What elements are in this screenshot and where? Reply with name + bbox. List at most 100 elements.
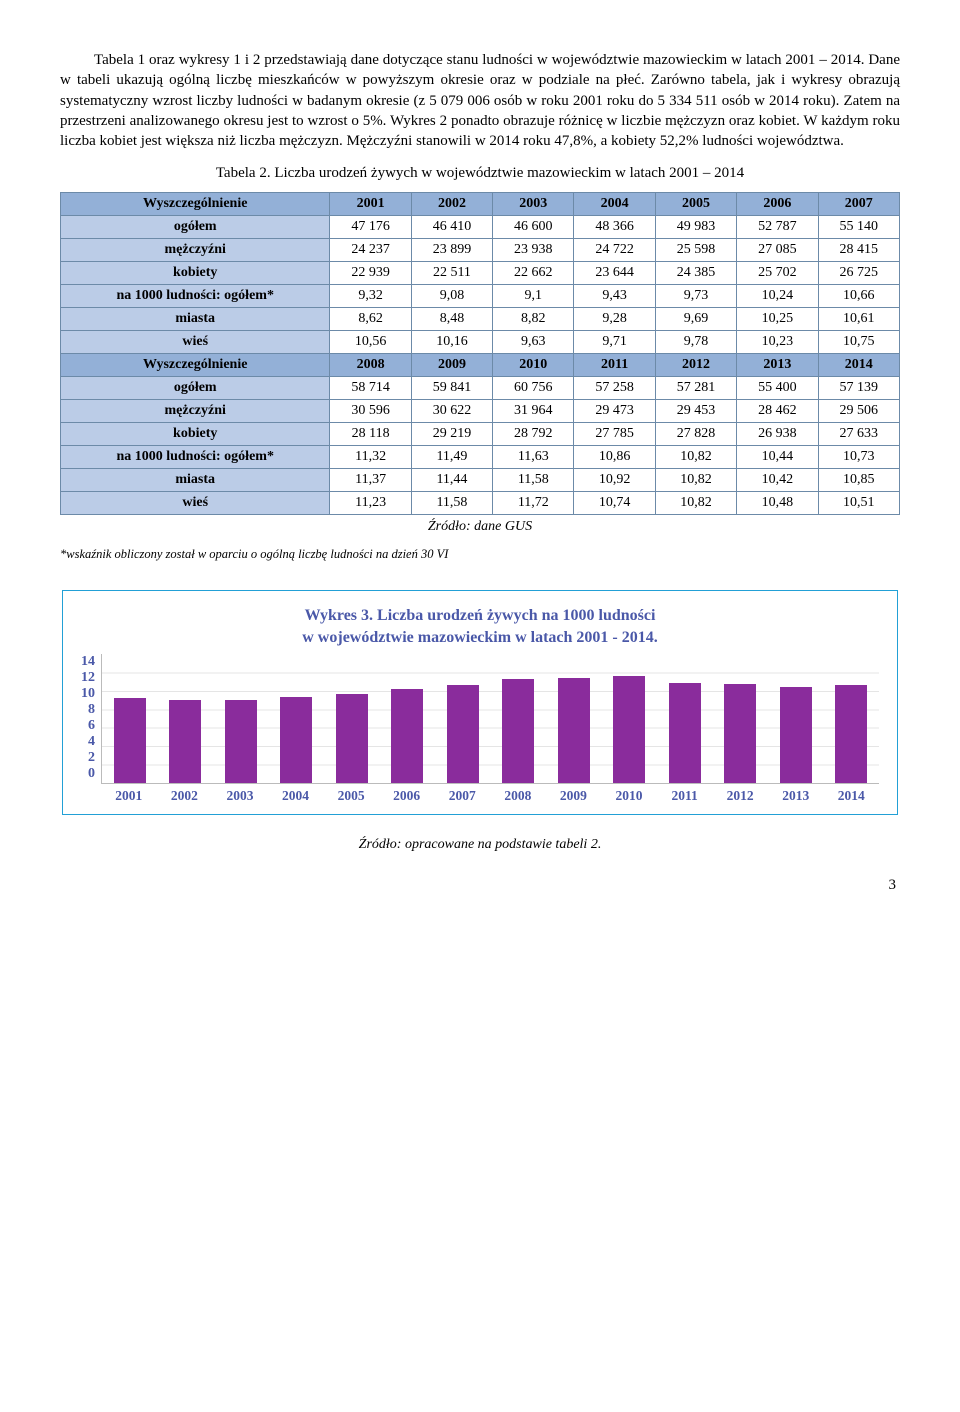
table-cell: 24 385 bbox=[655, 262, 736, 285]
table-cell: 22 662 bbox=[493, 262, 574, 285]
table-cell: 29 506 bbox=[818, 400, 899, 423]
table-cell: 10,25 bbox=[737, 308, 818, 331]
table-cell: 10,66 bbox=[818, 285, 899, 308]
table-cell: 26 725 bbox=[818, 262, 899, 285]
row-header: kobiety bbox=[61, 262, 330, 285]
table-cell: 22 939 bbox=[330, 262, 411, 285]
table-cell: 10,51 bbox=[818, 492, 899, 515]
row-header: miasta bbox=[61, 308, 330, 331]
y-tick-label: 4 bbox=[81, 734, 95, 750]
table-cell: 27 828 bbox=[655, 423, 736, 446]
chart-bar bbox=[114, 698, 146, 784]
chart-bar bbox=[336, 694, 368, 784]
table-cell: 11,49 bbox=[411, 446, 492, 469]
table-caption: Tabela 2. Liczba urodzeń żywych w wojewó… bbox=[60, 165, 900, 182]
x-tick-label: 2014 bbox=[824, 788, 880, 804]
col-header-year: 2009 bbox=[411, 354, 492, 377]
row-header: ogółem bbox=[61, 216, 330, 239]
table-cell: 10,24 bbox=[737, 285, 818, 308]
x-tick-label: 2010 bbox=[601, 788, 657, 804]
table-cell: 57 281 bbox=[655, 377, 736, 400]
chart-area: 14121086420 2001200220032004200520062007… bbox=[81, 654, 879, 804]
table-cell: 11,44 bbox=[411, 469, 492, 492]
col-header-year: 2010 bbox=[493, 354, 574, 377]
table-cell: 10,85 bbox=[818, 469, 899, 492]
table-cell: 9,08 bbox=[411, 285, 492, 308]
table-cell: 29 453 bbox=[655, 400, 736, 423]
table-cell: 30 622 bbox=[411, 400, 492, 423]
table-cell: 49 983 bbox=[655, 216, 736, 239]
chart-bar bbox=[835, 685, 867, 784]
table-cell: 9,28 bbox=[574, 308, 655, 331]
table-cell: 25 598 bbox=[655, 239, 736, 262]
chart-bar bbox=[613, 676, 645, 783]
chart-bar bbox=[169, 700, 201, 784]
table-cell: 10,82 bbox=[655, 446, 736, 469]
x-tick-label: 2007 bbox=[434, 788, 490, 804]
x-axis: 2001200220032004200520062007200820092010… bbox=[101, 788, 879, 804]
y-tick-label: 10 bbox=[81, 686, 95, 702]
y-tick-label: 8 bbox=[81, 702, 95, 718]
col-header-year: 2004 bbox=[574, 193, 655, 216]
x-tick-label: 2006 bbox=[379, 788, 435, 804]
chart-bar bbox=[558, 678, 590, 784]
y-tick-label: 0 bbox=[81, 766, 95, 782]
col-header: Wyszczególnienie bbox=[61, 193, 330, 216]
table-cell: 11,58 bbox=[411, 492, 492, 515]
row-header: na 1000 ludności: ogółem* bbox=[61, 446, 330, 469]
col-header-year: 2003 bbox=[493, 193, 574, 216]
table-cell: 26 938 bbox=[737, 423, 818, 446]
row-header: wieś bbox=[61, 331, 330, 354]
table-cell: 9,73 bbox=[655, 285, 736, 308]
table-cell: 8,62 bbox=[330, 308, 411, 331]
table-cell: 24 237 bbox=[330, 239, 411, 262]
births-table: Wyszczególnienie200120022003200420052006… bbox=[60, 192, 900, 515]
chart-source: Źródło: opracowane na podstawie tabeli 2… bbox=[60, 837, 900, 853]
col-header-year: 2005 bbox=[655, 193, 736, 216]
table-cell: 10,86 bbox=[574, 446, 655, 469]
chart-title: Wykres 3. Liczba urodzeń żywych na 1000 … bbox=[81, 605, 879, 648]
table-cell: 55 140 bbox=[818, 216, 899, 239]
table-cell: 10,73 bbox=[818, 446, 899, 469]
chart-bar bbox=[225, 700, 257, 784]
col-header-year: 2002 bbox=[411, 193, 492, 216]
table-cell: 9,69 bbox=[655, 308, 736, 331]
table-cell: 9,63 bbox=[493, 331, 574, 354]
row-header: na 1000 ludności: ogółem* bbox=[61, 285, 330, 308]
table-cell: 29 473 bbox=[574, 400, 655, 423]
chart-bar bbox=[280, 697, 312, 784]
chart-title-line2: w województwie mazowieckim w latach 2001… bbox=[302, 629, 657, 646]
x-tick-label: 2002 bbox=[157, 788, 213, 804]
table-cell: 55 400 bbox=[737, 377, 818, 400]
table-cell: 22 511 bbox=[411, 262, 492, 285]
chart-bar bbox=[669, 683, 701, 783]
table-cell: 28 118 bbox=[330, 423, 411, 446]
row-header: wieś bbox=[61, 492, 330, 515]
col-header-year: 2011 bbox=[574, 354, 655, 377]
row-header: kobiety bbox=[61, 423, 330, 446]
table-cell: 27 633 bbox=[818, 423, 899, 446]
table-cell: 59 841 bbox=[411, 377, 492, 400]
col-header-year: 2006 bbox=[737, 193, 818, 216]
chart-bar bbox=[780, 687, 812, 783]
table-cell: 10,42 bbox=[737, 469, 818, 492]
y-tick-label: 6 bbox=[81, 718, 95, 734]
plot: 2001200220032004200520062007200820092010… bbox=[101, 654, 879, 804]
chart-bar bbox=[724, 684, 756, 784]
table-cell: 31 964 bbox=[493, 400, 574, 423]
table-cell: 46 600 bbox=[493, 216, 574, 239]
table-cell: 8,82 bbox=[493, 308, 574, 331]
x-tick-label: 2008 bbox=[490, 788, 546, 804]
col-header-year: 2014 bbox=[818, 354, 899, 377]
col-header-year: 2008 bbox=[330, 354, 411, 377]
col-header-year: 2013 bbox=[737, 354, 818, 377]
table-cell: 10,82 bbox=[655, 492, 736, 515]
table-cell: 11,58 bbox=[493, 469, 574, 492]
table-cell: 10,44 bbox=[737, 446, 818, 469]
bars-container bbox=[101, 654, 879, 784]
row-header: miasta bbox=[61, 469, 330, 492]
table-cell: 57 139 bbox=[818, 377, 899, 400]
table-cell: 28 792 bbox=[493, 423, 574, 446]
table-source: Źródło: dane GUS bbox=[60, 519, 900, 535]
table-cell: 28 462 bbox=[737, 400, 818, 423]
